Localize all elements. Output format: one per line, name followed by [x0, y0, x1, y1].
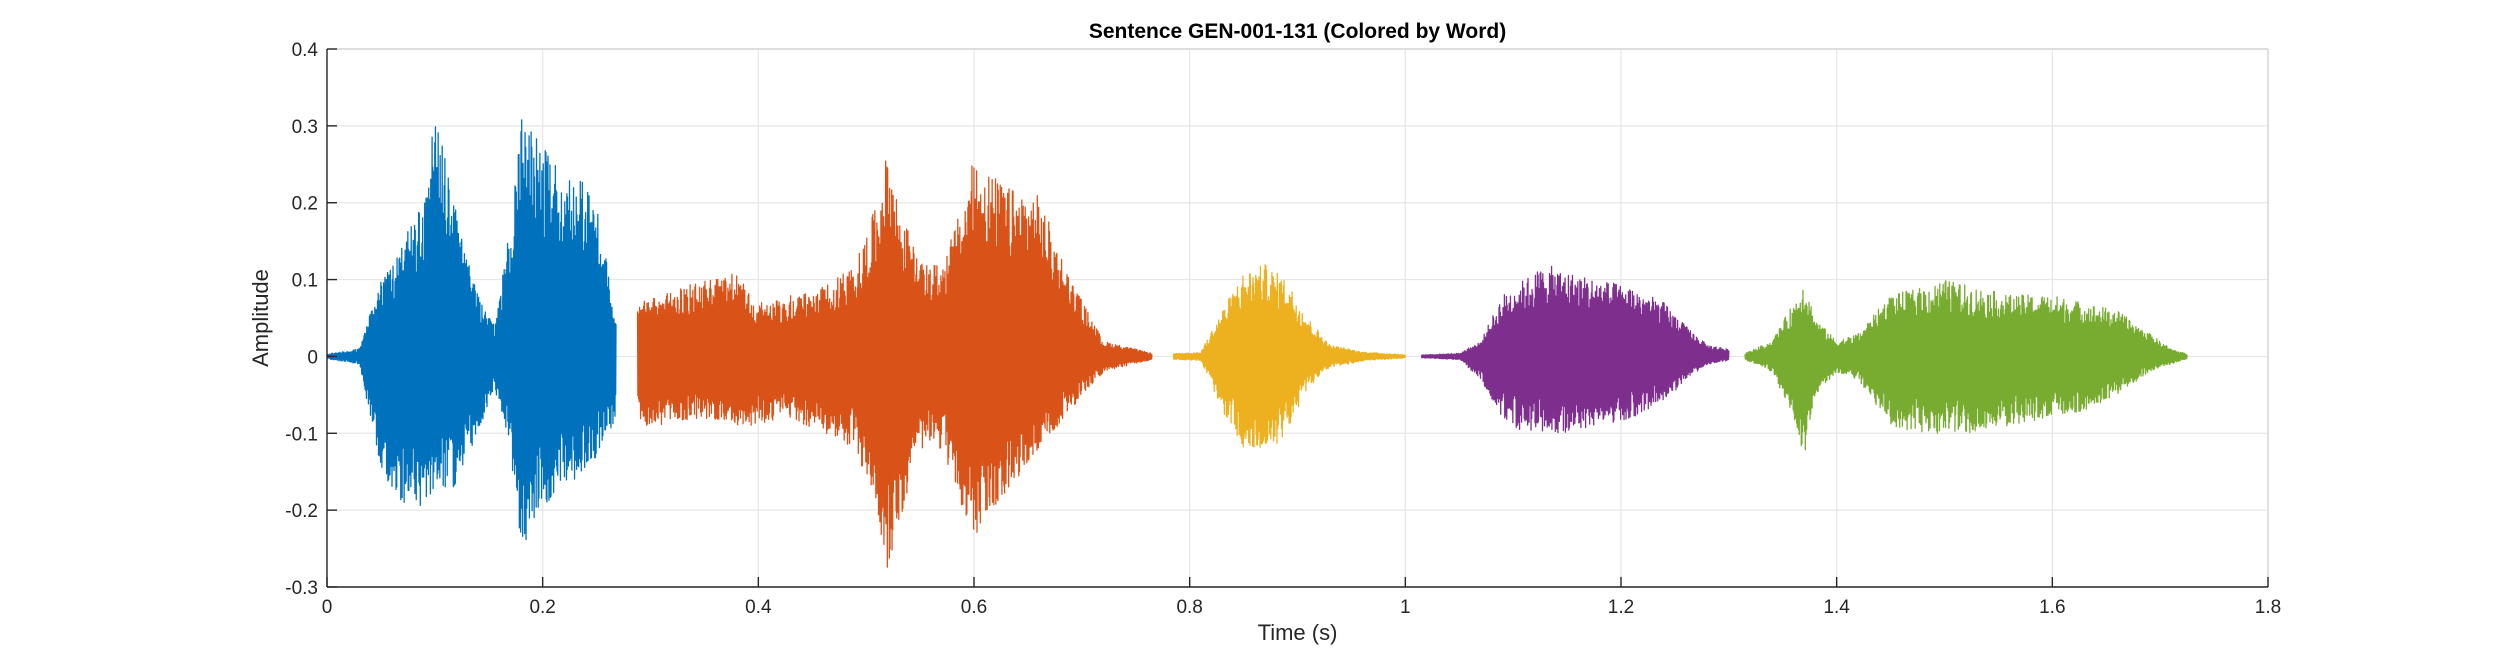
waveform-segment-4	[1420, 265, 1730, 434]
x-tick-label: 1	[1400, 597, 1411, 618]
y-tick-label: 0.2	[292, 194, 318, 215]
x-tick-label: 0.8	[1176, 597, 1202, 618]
x-tick-label: 1.8	[2255, 597, 2281, 618]
x-tick-label: 1.4	[1823, 597, 1850, 618]
y-tick-label: 0.4	[292, 40, 319, 61]
x-axis-label: Time (s)	[1258, 620, 1338, 645]
y-tick-label: -0.2	[285, 501, 318, 522]
waveform-segment-5	[1744, 280, 2188, 451]
x-tick-label: 0.2	[529, 597, 555, 618]
y-tick-label: 0.3	[292, 117, 318, 138]
axes	[326, 48, 2269, 588]
y-tick-label: -0.1	[285, 424, 318, 445]
y-tick-label: -0.3	[285, 578, 318, 599]
x-tick-label: 1.2	[1608, 597, 1634, 618]
waveform-segment-2	[636, 160, 1153, 568]
waveform-series	[326, 119, 2188, 568]
x-tick-label: 0.4	[745, 597, 772, 618]
y-axis-label: Amplitude	[248, 269, 273, 367]
y-tick-label: 0.1	[292, 271, 318, 292]
tick-labels: 0 0.2 0.4 0.6 0.8 1 1.2 1.4 1.6 1.8 -0.3 -0.2 -0.1 0 0…	[285, 40, 2281, 618]
chart-title: Sentence GEN-001-131 (Colored by Word)	[1089, 20, 1506, 43]
x-tick-label: 0.6	[961, 597, 987, 618]
y-tick-label: 0	[307, 347, 318, 368]
x-tick-label: 0	[322, 597, 333, 618]
waveform-segment-1	[326, 119, 617, 541]
waveform-segment-3	[1172, 264, 1406, 448]
x-tick-label: 1.6	[2039, 597, 2065, 618]
